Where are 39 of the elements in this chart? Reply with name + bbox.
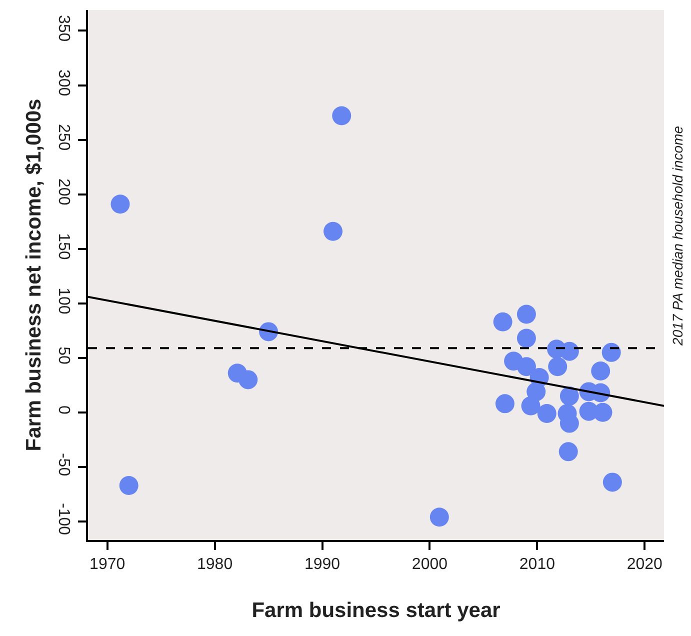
y-axis-title: Farm business net income, $1,000s: [22, 98, 46, 452]
y-tick-label: -100: [54, 503, 72, 536]
y-tick-label: 350: [54, 14, 72, 42]
ref-line-label: 2017 PA median household income: [669, 126, 686, 346]
y-tick-label: 250: [54, 124, 72, 151]
y-tick-label: 100: [54, 288, 72, 314]
point: [516, 328, 536, 348]
x-tick-label: 1980: [197, 556, 233, 574]
point: [591, 361, 610, 380]
x-tick-label: 2020: [626, 556, 663, 574]
point: [602, 472, 622, 492]
point: [495, 394, 514, 414]
point: [238, 370, 258, 390]
y-tick-label: 150: [54, 233, 72, 260]
point: [119, 476, 138, 495]
y-tick-label: 0: [54, 406, 72, 415]
x-axis-title: Farm business start year: [252, 598, 500, 622]
point: [332, 106, 352, 126]
y-tick-label: 300: [54, 70, 72, 96]
point: [521, 396, 540, 416]
y-tick-label: 200: [54, 178, 72, 206]
point: [324, 222, 343, 241]
x-tick-label: 2010: [519, 556, 556, 574]
point: [537, 404, 556, 423]
point: [602, 342, 621, 362]
y-tick-label: -50: [54, 452, 72, 476]
point: [558, 442, 578, 462]
point: [430, 508, 449, 527]
y-tick-label: 50: [54, 346, 72, 364]
point: [110, 194, 130, 214]
point: [516, 304, 536, 324]
point: [516, 357, 536, 376]
point: [548, 357, 568, 376]
point: [560, 386, 579, 406]
x-tick-label: 1970: [90, 556, 126, 574]
x-tick-label: 1990: [304, 556, 340, 574]
point: [493, 312, 512, 332]
x-tick-label: 2000: [412, 556, 448, 574]
point: [593, 402, 612, 422]
